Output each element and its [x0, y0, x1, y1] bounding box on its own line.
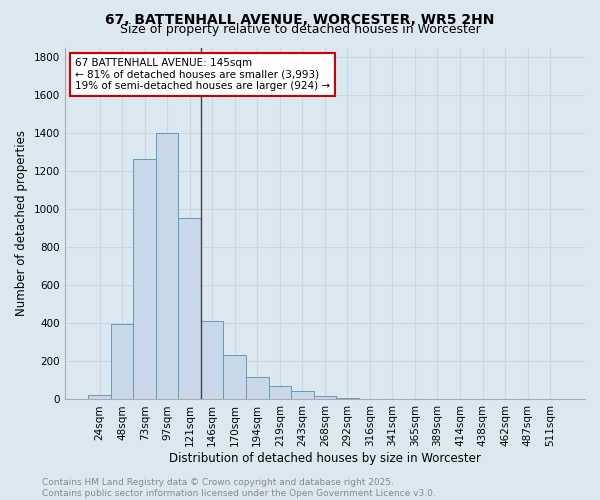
Bar: [359, 398, 381, 400]
Bar: [336, 398, 359, 400]
Bar: [111, 324, 133, 400]
Bar: [201, 320, 223, 400]
Bar: [178, 218, 201, 400]
Bar: [269, 386, 291, 400]
Bar: [291, 391, 314, 400]
Bar: [133, 159, 156, 400]
Bar: [156, 133, 178, 400]
Bar: [88, 394, 111, 400]
Bar: [246, 376, 269, 400]
Text: Contains HM Land Registry data © Crown copyright and database right 2025.
Contai: Contains HM Land Registry data © Crown c…: [42, 478, 436, 498]
X-axis label: Distribution of detached houses by size in Worcester: Distribution of detached houses by size …: [169, 452, 481, 465]
Bar: [223, 355, 246, 400]
Text: 67 BATTENHALL AVENUE: 145sqm
← 81% of detached houses are smaller (3,993)
19% of: 67 BATTENHALL AVENUE: 145sqm ← 81% of de…: [75, 58, 330, 92]
Text: Size of property relative to detached houses in Worcester: Size of property relative to detached ho…: [119, 22, 481, 36]
Y-axis label: Number of detached properties: Number of detached properties: [15, 130, 28, 316]
Bar: [314, 396, 336, 400]
Text: 67, BATTENHALL AVENUE, WORCESTER, WR5 2HN: 67, BATTENHALL AVENUE, WORCESTER, WR5 2H…: [106, 12, 494, 26]
Bar: [381, 399, 404, 400]
